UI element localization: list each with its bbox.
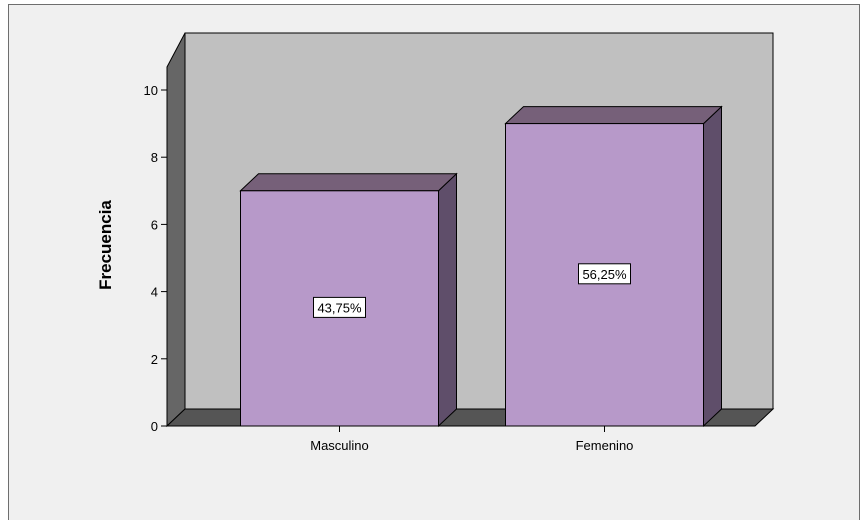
data-label: 43,75% bbox=[313, 296, 366, 318]
y-tick-label: 8 bbox=[151, 150, 158, 165]
data-label-box bbox=[578, 263, 631, 285]
bar-side-masculino bbox=[438, 172, 457, 428]
bar-top-femenino bbox=[504, 106, 723, 125]
data-label-text: 43,75% bbox=[317, 300, 362, 315]
y-axis-label: Frecuencia bbox=[96, 200, 115, 290]
bar-side-femenino bbox=[703, 105, 722, 428]
side-wall bbox=[166, 32, 186, 428]
data-label-text: 56,25% bbox=[582, 267, 627, 282]
y-tick-label: 6 bbox=[151, 217, 158, 232]
y-tick-label: 2 bbox=[151, 352, 158, 367]
y-tick-label: 10 bbox=[144, 83, 158, 98]
bar-top-masculino bbox=[239, 173, 458, 192]
y-tick-label: 0 bbox=[151, 419, 158, 434]
y-tick-label: 4 bbox=[151, 285, 158, 300]
x-tick-label: Masculino bbox=[310, 438, 369, 453]
data-label-box bbox=[313, 296, 366, 318]
data-label: 56,25% bbox=[578, 263, 631, 285]
x-tick-label: Femenino bbox=[576, 438, 634, 453]
